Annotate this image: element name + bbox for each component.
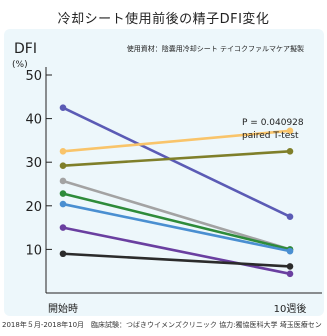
- y-axis-unit: (%): [12, 60, 28, 70]
- data-point: [286, 148, 294, 155]
- data-point: [59, 104, 67, 111]
- series-line: [62, 179, 291, 251]
- series-line-group: [59, 224, 294, 278]
- series-line: [62, 226, 291, 276]
- y-axis-title: DFI: [14, 41, 37, 57]
- data-point: [286, 213, 294, 220]
- data-point: [59, 224, 67, 231]
- data-point: [59, 200, 67, 208]
- series-line: [62, 106, 291, 218]
- data-point: [59, 250, 67, 258]
- series-line-group: [59, 200, 294, 255]
- series-line: [62, 202, 291, 253]
- annotation-test-name: paired T-test: [242, 131, 299, 141]
- x-tick-label: 10週後: [274, 302, 307, 315]
- data-point: [286, 263, 294, 270]
- series-line: [62, 252, 291, 268]
- annotation-p-value: P = 0.040928: [242, 118, 304, 128]
- series-line-group: [59, 104, 294, 220]
- dfi-chart: DFI (%) 使用資材：陰嚢用冷却シート テイコクファルマケア擬製 10 20 3…: [12, 41, 322, 315]
- y-tick-label: 10: [25, 243, 42, 258]
- data-point: [59, 190, 67, 197]
- data-point: [286, 127, 294, 135]
- chart-subtitle: 使用資材：陰嚢用冷却シート テイコクファルマケア擬製: [127, 44, 304, 53]
- series-line: [62, 192, 291, 251]
- data-point: [59, 148, 67, 155]
- data-point: [59, 177, 67, 185]
- y-tick-label: 50: [25, 69, 42, 84]
- chart-title: 冷却シート使用前後の精子DFI変化: [57, 12, 270, 27]
- series-line-group: [59, 127, 294, 155]
- x-tick-label: 開始時: [48, 302, 78, 315]
- y-tick-label: 20: [25, 200, 42, 215]
- y-tick-label: 40: [25, 113, 42, 128]
- data-point: [286, 247, 294, 255]
- series-line-group: [59, 250, 294, 270]
- series-line-group: [59, 148, 294, 169]
- chart-panel: DFI (%) 使用資材：陰嚢用冷却シート テイコクファルマケア擬製 10 20 3…: [4, 29, 324, 316]
- data-point: [286, 270, 294, 278]
- data-point: [59, 162, 67, 169]
- footnote: 2018年５月-2018年10月 臨床試験：つばきウイメンズクリニック 協力:獨…: [2, 321, 322, 329]
- series-line: [62, 150, 291, 167]
- series-line: [62, 129, 291, 153]
- y-tick-label: 30: [25, 156, 42, 171]
